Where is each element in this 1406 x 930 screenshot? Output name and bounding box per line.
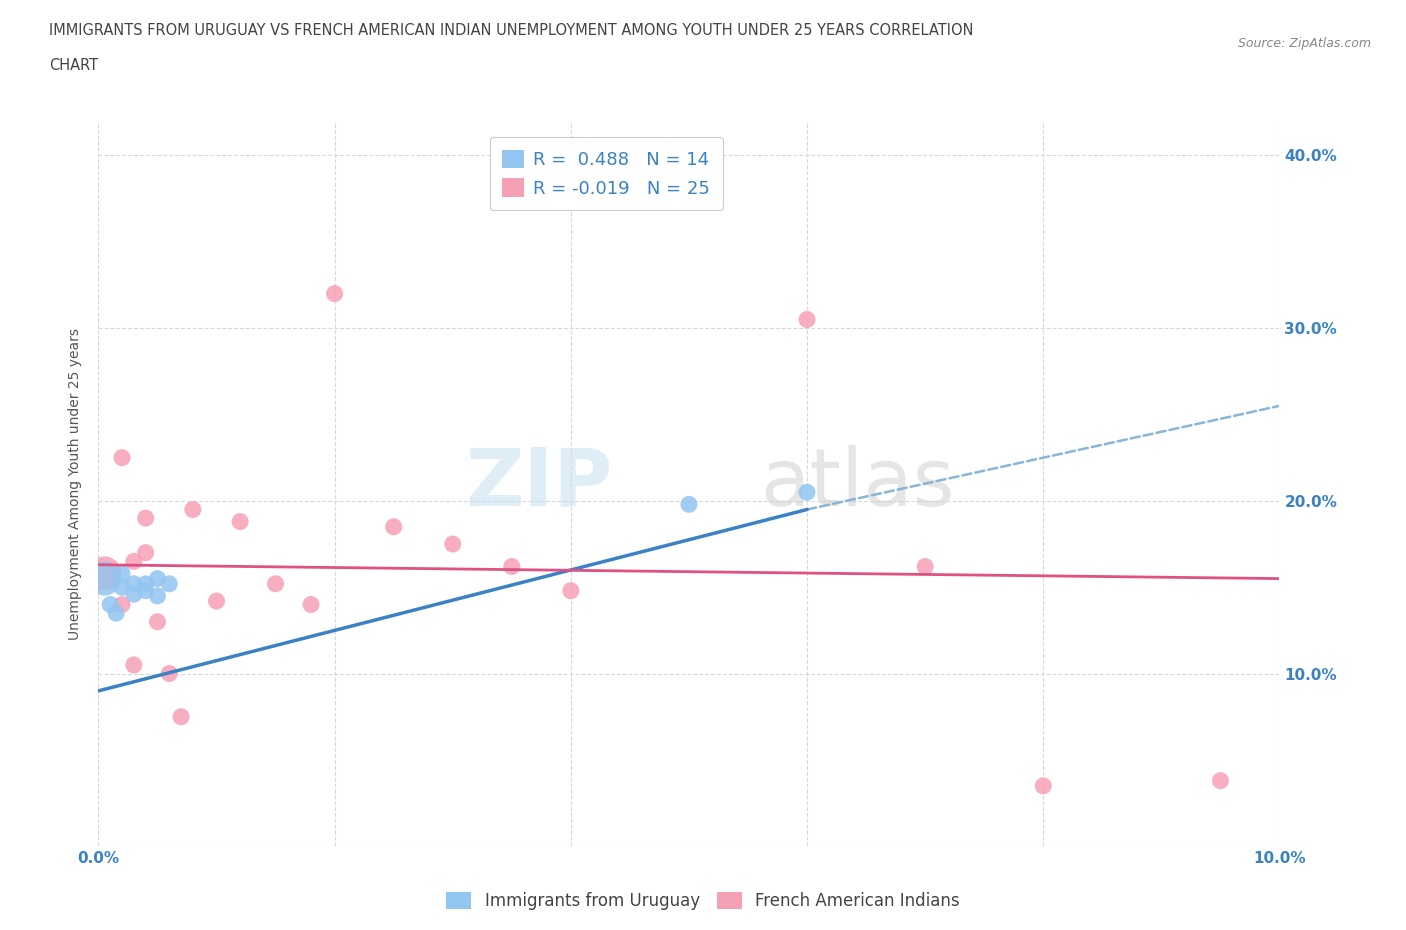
Point — [170, 710, 193, 724]
Point — [122, 587, 145, 602]
Point — [98, 571, 121, 586]
Point — [229, 514, 252, 529]
Point — [264, 577, 287, 591]
Point — [205, 593, 228, 608]
Point — [323, 286, 346, 301]
Text: CHART: CHART — [49, 58, 98, 73]
Text: Source: ZipAtlas.com: Source: ZipAtlas.com — [1237, 37, 1371, 50]
Point — [98, 597, 121, 612]
Legend: Immigrants from Uruguay, French American Indians: Immigrants from Uruguay, French American… — [440, 885, 966, 917]
Text: ZIP: ZIP — [465, 445, 612, 523]
Point — [796, 485, 818, 499]
Point — [501, 559, 523, 574]
Point — [914, 559, 936, 574]
Point — [122, 658, 145, 672]
Point — [135, 545, 157, 560]
Point — [111, 566, 134, 581]
Point — [157, 577, 180, 591]
Point — [111, 450, 134, 465]
Point — [299, 597, 322, 612]
Point — [1209, 773, 1232, 788]
Point — [796, 312, 818, 327]
Point — [135, 583, 157, 598]
Point — [441, 537, 464, 551]
Point — [146, 571, 169, 586]
Legend: R =  0.488   N = 14, R = -0.019   N = 25: R = 0.488 N = 14, R = -0.019 N = 25 — [489, 138, 723, 210]
Point — [93, 571, 115, 586]
Point — [135, 511, 157, 525]
Point — [382, 519, 405, 534]
Point — [146, 589, 169, 604]
Point — [560, 583, 582, 598]
Point — [181, 502, 204, 517]
Point — [122, 554, 145, 569]
Point — [146, 615, 169, 630]
Text: IMMIGRANTS FROM URUGUAY VS FRENCH AMERICAN INDIAN UNEMPLOYMENT AMONG YOUTH UNDER: IMMIGRANTS FROM URUGUAY VS FRENCH AMERIC… — [49, 23, 974, 38]
Point — [105, 605, 128, 620]
Point — [93, 566, 115, 581]
Point — [678, 497, 700, 512]
Point — [111, 597, 134, 612]
Point — [1032, 778, 1054, 793]
Point — [157, 666, 180, 681]
Y-axis label: Unemployment Among Youth under 25 years: Unemployment Among Youth under 25 years — [69, 327, 83, 640]
Point — [122, 577, 145, 591]
Point — [135, 577, 157, 591]
Text: atlas: atlas — [759, 445, 955, 523]
Point — [111, 579, 134, 594]
